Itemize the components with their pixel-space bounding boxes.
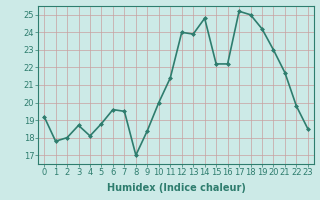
X-axis label: Humidex (Indice chaleur): Humidex (Indice chaleur) bbox=[107, 183, 245, 193]
